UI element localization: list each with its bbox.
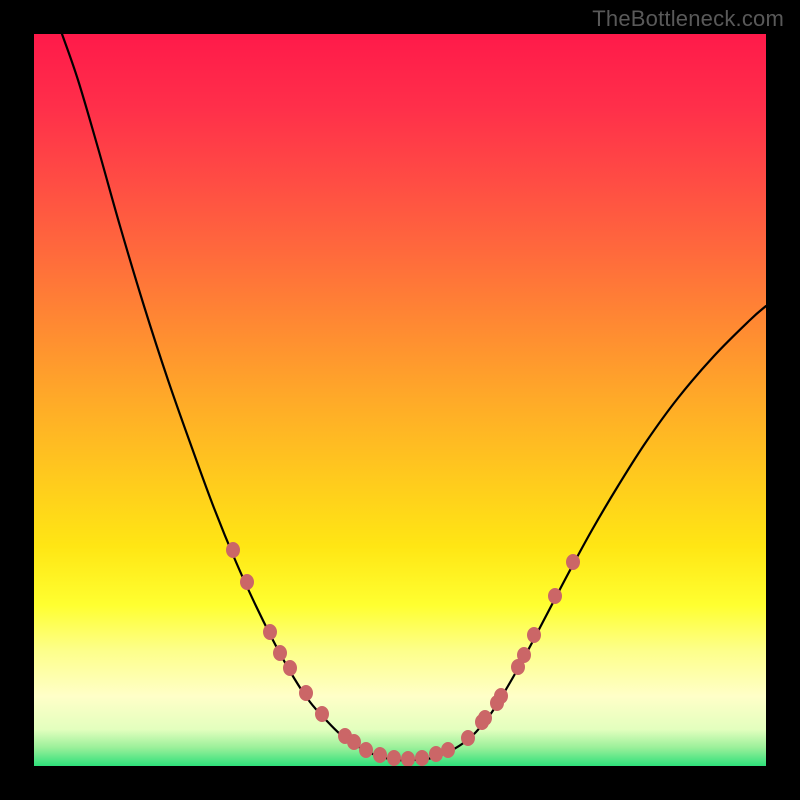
data-marker: [387, 750, 401, 766]
data-marker: [283, 660, 297, 676]
data-marker: [441, 742, 455, 758]
data-marker: [429, 746, 443, 762]
data-marker: [263, 624, 277, 640]
chart-svg: [0, 0, 800, 800]
data-marker: [240, 574, 254, 590]
data-marker: [415, 750, 429, 766]
watermark-text: TheBottleneck.com: [592, 6, 784, 32]
data-marker: [373, 747, 387, 763]
data-marker: [527, 627, 541, 643]
data-marker: [401, 751, 415, 767]
data-marker: [226, 542, 240, 558]
data-marker: [315, 706, 329, 722]
data-marker: [299, 685, 313, 701]
data-marker: [478, 710, 492, 726]
data-marker: [273, 645, 287, 661]
data-marker: [566, 554, 580, 570]
data-marker: [347, 734, 361, 750]
data-marker: [494, 688, 508, 704]
data-marker: [517, 647, 531, 663]
data-marker: [359, 742, 373, 758]
data-marker: [548, 588, 562, 604]
plot-background: [34, 34, 766, 766]
data-marker: [461, 730, 475, 746]
